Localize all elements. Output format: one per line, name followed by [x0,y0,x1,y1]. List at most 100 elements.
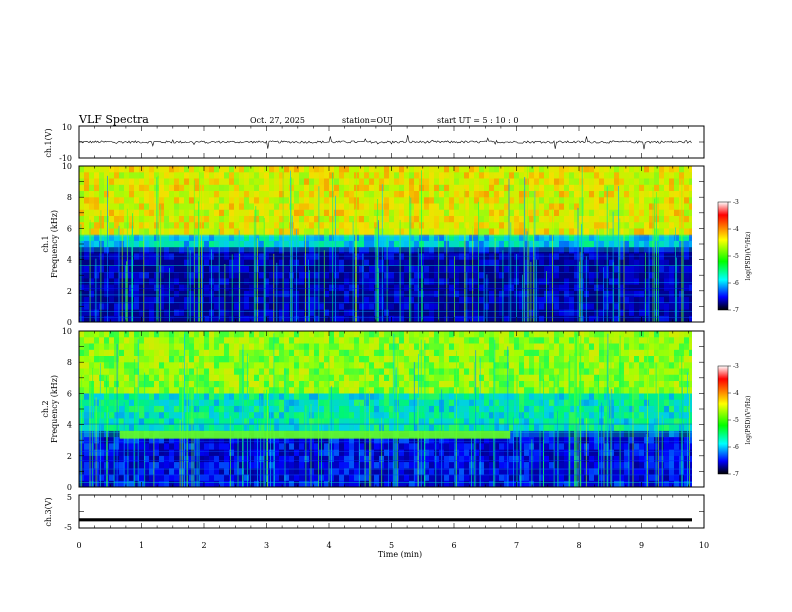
spec1-cell [344,178,349,185]
spec1-cell [599,284,604,291]
spec2-cell [94,362,99,369]
spec2-cell [334,380,339,388]
spec1-cell [564,178,569,185]
spec2-cell [194,437,199,444]
spec1-cell [299,265,304,273]
spec1-cell [669,297,674,304]
spec1-cell [489,234,494,241]
spec1-cell [489,297,494,304]
spec1-cell [229,303,234,310]
spec1-cell [609,178,614,185]
spec1-cell [369,278,374,285]
spec1-cell [534,240,539,248]
spec2-cell [384,468,389,475]
spec1-cell [559,290,564,298]
spec2-cell [234,424,239,431]
spec1-cell [119,309,124,316]
spec2-cell [174,331,179,338]
spec1-cell [284,222,289,229]
spec1-cell [594,272,599,279]
spec1-cell [559,172,564,179]
spec2-cell [144,462,149,469]
spec1-cell [684,247,689,254]
spec1-cell [614,309,619,316]
spec1-cell [459,297,464,304]
spec1-cell [569,209,574,216]
spec2-cell [319,412,324,419]
spec2-cell [164,437,169,444]
spec1-cell [554,265,559,273]
spec1-cell [279,215,284,223]
spec1-cell [494,222,499,229]
spec1-cell [254,191,259,198]
spec2-cell [274,418,279,425]
spec1-cell [224,191,229,198]
spec1-cell [394,303,399,310]
spec1-cell [379,178,384,185]
spec1-cell [174,172,179,179]
spec2-cell [184,368,189,375]
spec1-cell [614,203,619,210]
spec1-cell [244,272,249,279]
spec2-cell [189,356,194,363]
spec1-cell [314,259,319,266]
spec1-cell [349,259,354,266]
spec1-cell [469,215,474,223]
spec2-cell [239,449,244,456]
spec1-cell [249,297,254,304]
spec1-cell [179,284,184,291]
spec1-cell [689,240,694,248]
spec1-cell [474,315,479,322]
spec1-cell [544,215,549,223]
spec1-cell [604,290,609,298]
spec2-cell [359,462,364,469]
spec2-cell [234,343,239,350]
spec1-cell [254,240,259,248]
spec2-cell [114,343,119,350]
spec1-cell [619,166,624,173]
spec2-cell [244,343,249,350]
spec1-cell [374,247,379,254]
spec1-cell [589,297,594,304]
spec1-cell [369,172,374,179]
spec2-cell [259,412,264,419]
spec1-cell [494,297,499,304]
spec1-cell [389,209,394,216]
spec1-cell [309,215,314,223]
spec1-cell [134,259,139,266]
spec2-cell [279,455,284,463]
spec2-cell [229,405,234,413]
spec1-cell [494,172,499,179]
spec2-cell [84,387,89,394]
spec1-cell [519,172,524,179]
spec1-cell [494,166,499,173]
spec1-cell [149,234,154,241]
spec2-cell [274,399,279,406]
spec1-cell [534,228,539,235]
spec1-cell [329,297,334,304]
spec1-cell [474,197,479,204]
spec1-cell [244,191,249,198]
spec2-cell [89,399,94,406]
spec1-cell [669,178,674,185]
spec1-cell [399,166,404,173]
spec1-cell [194,166,199,173]
spec1-cell [439,191,444,198]
spec1-cell [544,222,549,229]
spec2-cell [299,337,304,344]
spec2-cell [244,356,249,363]
spec1-cell [249,215,254,223]
spec1-cell [459,209,464,216]
spec2-cell [309,455,314,463]
spec1-cell [499,184,504,191]
spec1-cell [314,191,319,198]
spec2-cell [339,480,344,487]
spec2-cell [279,462,284,469]
spec1-cell [139,178,144,185]
spec1-cell [474,259,479,266]
spec2-cell [109,418,114,425]
spec1-cell [329,222,334,229]
spec1-cell [244,240,249,248]
spec1-cell [359,197,364,204]
spec1-cell [104,272,109,279]
